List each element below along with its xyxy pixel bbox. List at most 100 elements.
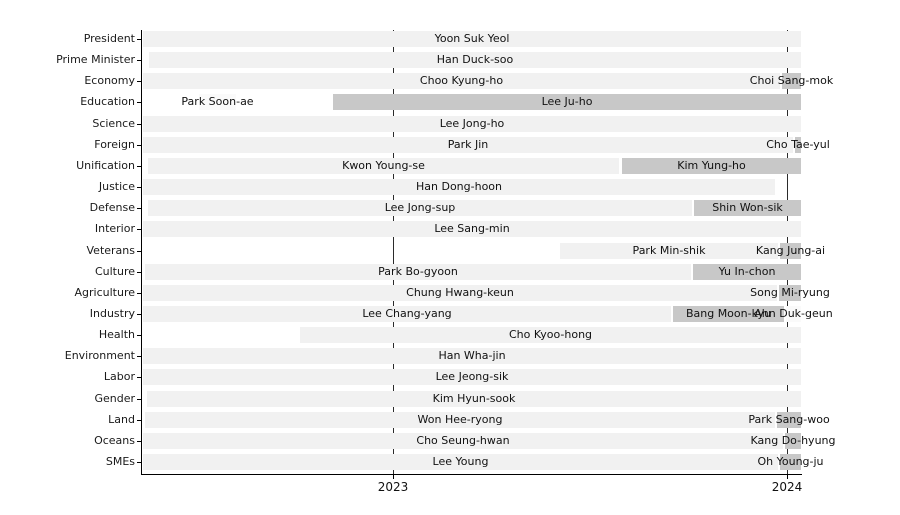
minister-name-label: Won Hee-ryong <box>417 412 503 426</box>
plot-area: Yoon Suk Yeol Han Duck-soo Choo Kyung-ho Ch… <box>142 30 836 474</box>
tenure-bar: Lee Sang-min <box>143 221 801 238</box>
y-axis-tick <box>137 335 141 337</box>
minister-name-label: Park Jin <box>447 137 489 151</box>
x-axis-line <box>141 474 802 475</box>
y-axis-tick <box>137 144 141 146</box>
y-axis-tick <box>137 398 141 400</box>
category-label-gender: Gender <box>94 391 135 405</box>
tenure-bar: Kang Jung-ai <box>756 242 825 259</box>
category-label-foreign: Foreign <box>94 137 135 151</box>
y-axis-tick <box>137 102 141 104</box>
y-axis-tick <box>137 356 141 358</box>
minister-name-label: Lee Chang-yang <box>362 306 452 320</box>
minister-name-label: Park Min-shik <box>632 243 706 257</box>
x-axis-tick-label: 2024 <box>771 480 803 494</box>
minister-name-label: Park Sang-woo <box>748 412 830 426</box>
y-axis-tick <box>137 187 141 189</box>
minister-name-label: Bang Moon-kyu <box>685 306 772 320</box>
y-axis-tick <box>137 123 141 125</box>
tenure-bar: Lee Jong-ho <box>143 115 801 132</box>
y-axis-tick <box>137 81 141 83</box>
category-label-veterans: Veterans <box>86 243 136 257</box>
category-label-president: President <box>83 32 135 45</box>
tenure-bar: Kim Yung-ho <box>622 157 801 174</box>
minister-name-label: Oh Young-ju <box>757 455 824 468</box>
tenure-bar: Ahn Duk-geun <box>754 305 833 322</box>
minister-name-label: Song Mi-ryung <box>750 285 830 299</box>
category-label-science: Science <box>92 116 135 130</box>
y-axis-tick <box>137 419 141 421</box>
minister-name-label: Kim Hyun-sook <box>432 391 516 405</box>
x-axis-tick-label: 2023 <box>377 480 409 494</box>
minister-name-label: Shin Won-sik <box>712 201 783 215</box>
minister-name-label: Lee Jong-ho <box>439 116 505 130</box>
category-label-labor: Labor <box>103 370 135 384</box>
minister-name-label: Kim Yung-ho <box>677 158 746 172</box>
tenure-bar: Yu In-chon <box>693 263 801 280</box>
category-label-interior: Interior <box>94 222 135 236</box>
minister-name-label: Cho Seung-hwan <box>416 433 510 447</box>
category-label-culture: Culture <box>94 264 135 278</box>
category-label-prime-minister: Prime Minister <box>56 53 135 67</box>
category-label-land: Land <box>108 412 135 426</box>
y-axis-tick <box>137 229 141 231</box>
tenure-bar: Han Wha-jin <box>143 348 801 365</box>
minister-name-label: Han Dong-hoon <box>415 180 503 194</box>
category-label-agriculture: Agriculture <box>74 285 136 299</box>
tenure-bar: Kwon Young-se <box>148 157 619 174</box>
tenure-bar: Han Duck-soo <box>149 52 801 69</box>
category-label-defense: Defense <box>89 201 135 215</box>
tenure-bar: Oh Young-ju <box>757 454 824 470</box>
tenure-bar: Kang Do-hyung <box>751 432 836 449</box>
x-axis-tick <box>787 475 788 479</box>
y-axis-tick <box>137 462 141 463</box>
tenure-bar: Han Dong-hoon <box>143 179 775 196</box>
tenure-bar: Chung Hwang-keun <box>143 284 777 301</box>
minister-name-label: Lee Ju-ho <box>541 95 593 109</box>
minister-name-label: Han Wha-jin <box>438 349 506 363</box>
tenure-bar: Choi Sang-mok <box>750 73 833 90</box>
tenure-bar: Park Bo-gyoon <box>145 263 691 280</box>
tenure-bar: Lee Young <box>143 454 778 470</box>
tenure-bar: Park Jin <box>143 136 793 153</box>
y-axis-tick <box>137 208 141 210</box>
tenure-bar: Won Hee-ryong <box>145 411 775 428</box>
category-label-health: Health <box>98 328 135 342</box>
tenure-bar: Park Soon-ae <box>181 94 254 111</box>
tenure-bar: Park Sang-woo <box>748 411 830 428</box>
year-gridline <box>393 30 394 474</box>
minister-name-label: Kang Jung-ai <box>755 243 826 257</box>
tenure-bar: Shin Won-sik <box>694 200 801 217</box>
y-axis-tick <box>137 271 141 273</box>
minister-name-label: Park Bo-gyoon <box>378 264 458 278</box>
y-axis-tick <box>137 165 141 167</box>
minister-name-label: Yu In-chon <box>718 264 776 278</box>
tenure-bar: Lee Jeong-sik <box>143 369 801 386</box>
minister-name-label: Park Soon-ae <box>181 95 254 109</box>
tenure-bar: Kim Hyun-sook <box>147 390 801 407</box>
minister-name-label: Choi Sang-mok <box>749 74 834 88</box>
y-axis-tick <box>137 377 141 379</box>
minister-name-label: Cho Tae-yul <box>766 137 830 151</box>
tenure-bar: Lee Ju-ho <box>333 94 801 111</box>
category-label-oceans: Oceans <box>94 433 135 447</box>
y-axis-tick <box>137 60 141 62</box>
category-label-environment: Environment <box>64 349 135 363</box>
y-axis-line <box>141 30 142 475</box>
y-axis-tick <box>137 440 141 442</box>
category-label-smes: SMEs <box>105 455 135 468</box>
minister-name-label: Yoon Suk Yeol <box>434 32 510 45</box>
x-axis-tick <box>393 475 394 479</box>
tenure-bar: Lee Chang-yang <box>143 305 671 322</box>
minister-name-label: Lee Jong-sup <box>384 201 456 215</box>
minister-name-label: Lee Young <box>432 455 489 468</box>
y-axis-tick <box>137 313 141 315</box>
minister-name-label: Kwon Young-se <box>342 158 425 172</box>
category-label-education: Education <box>80 95 135 109</box>
y-axis-tick <box>137 39 141 40</box>
category-label-industry: Industry <box>89 306 135 320</box>
tenure-bar: Cho Tae-yul <box>766 136 830 153</box>
tenure-bar: Bang Moon-kyu <box>673 305 784 322</box>
tenure-bar: Cho Seung-hwan <box>143 432 783 449</box>
